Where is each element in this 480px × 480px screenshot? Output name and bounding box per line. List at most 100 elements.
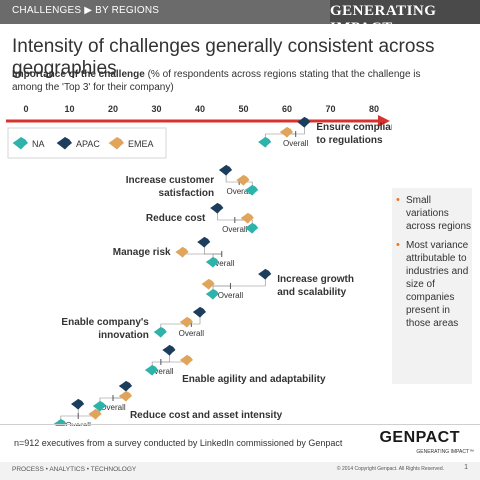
emea-region-icon	[175, 246, 189, 258]
emea-region-icon	[179, 316, 193, 328]
challenge-label: Enable company's innovation	[61, 317, 149, 341]
bullet-icon: •	[396, 239, 400, 251]
challenge-row: Overall Ensure compliance to regulations	[258, 116, 392, 148]
overall-label: Overall	[209, 259, 235, 268]
overall-label: Overall	[179, 329, 205, 338]
legend-box	[7, 127, 167, 159]
bullet-icon: •	[396, 194, 400, 206]
challenge-row: Overall Increase customer satisfaction	[126, 164, 259, 199]
challenge-row: Overall Increase growth and scalability	[201, 268, 354, 300]
genpact-logo: GENPACT	[379, 429, 460, 446]
challenge-label: Reduce cost	[146, 213, 206, 224]
challenge-label: Increase growth and scalability	[277, 274, 354, 298]
challenge-label: Manage risk	[113, 247, 171, 258]
challenge-label-line: Increase customer	[126, 175, 214, 186]
challenge-label: Ensure compliance to regulations	[316, 122, 392, 146]
emea-region-icon	[240, 212, 254, 224]
overall-label: Overall	[66, 421, 92, 426]
na-region-icon	[205, 288, 219, 300]
legend-label: APAC	[76, 139, 100, 149]
emea-region-icon	[201, 278, 215, 290]
x-tick-label: 40	[195, 104, 205, 114]
challenge-row: Overall Enable agility and adaptability	[144, 344, 326, 385]
overall-label: Overall	[100, 403, 126, 412]
x-axis-arrowhead	[378, 115, 390, 127]
chart-subtitle: Importance of the challenge (% of respon…	[12, 68, 432, 94]
apac-region-icon	[192, 306, 206, 318]
challenge-label-line: to regulations	[316, 135, 383, 146]
challenge-label-line: Enable company's	[61, 317, 149, 328]
na-region-icon	[245, 222, 259, 234]
page-number: 1	[464, 464, 468, 471]
overall-label: Overall	[283, 139, 309, 148]
emea-region-icon	[236, 174, 250, 186]
insight-item: • Small variations across regions	[392, 194, 472, 233]
challenge-row: Overall Reduce cost	[146, 202, 259, 234]
challenge-label: Reduce cost and asset intensity	[130, 410, 283, 421]
apac-region-icon	[258, 268, 272, 280]
na-region-icon	[245, 184, 259, 196]
challenge-row: Overall	[53, 398, 102, 426]
footer-bar	[0, 462, 480, 480]
insight-text: Small variations across regions	[406, 195, 472, 232]
apac-region-icon	[197, 236, 211, 248]
challenge-label-line: Reduce cost	[146, 213, 206, 224]
apac-region-icon	[71, 398, 85, 410]
insights-box: • Small variations across regions • Most v…	[392, 188, 472, 384]
overall-label: Overall	[222, 225, 248, 234]
x-tick-label: 80	[369, 104, 379, 114]
na-region-icon	[205, 256, 219, 268]
apac-region-icon	[210, 202, 224, 214]
na-region-icon	[92, 400, 106, 412]
subtitle-bold: Importance of the challenge	[12, 69, 145, 80]
challenge-label-line: Reduce cost and asset intensity	[130, 410, 283, 421]
challenge-row: Overall Enable company's innovation	[61, 306, 206, 341]
challenge-label: Increase customer satisfaction	[126, 175, 214, 199]
brand-banner: GENERATING IMPACT	[330, 0, 480, 36]
challenge-label-line: Increase growth	[277, 274, 354, 285]
x-tick-label: 0	[23, 104, 28, 114]
subtitle-rest: (% of respondents across regions stating…	[12, 69, 421, 93]
x-tick-label: 30	[151, 104, 161, 114]
legend-label: NA	[32, 139, 45, 149]
challenge-label-line: innovation	[98, 330, 149, 341]
legend-swatch-na-icon	[12, 137, 28, 150]
overall-label: Overall	[226, 187, 252, 196]
breadcrumb: CHALLENGES ▶ BY REGIONS	[12, 5, 160, 16]
apac-region-icon	[297, 116, 311, 128]
insight-text: Most variance attributable to industries…	[406, 240, 469, 329]
legend-swatch-apac-icon	[56, 137, 72, 150]
page-title: Intensity of challenges generally consis…	[12, 36, 435, 79]
connector-line	[230, 274, 266, 287]
connector-line	[182, 252, 222, 255]
legend-label: EMEA	[128, 139, 154, 149]
overall-label: Overall	[148, 367, 174, 376]
challenge-label-line: Ensure compliance	[316, 122, 392, 133]
challenges-chart: 0 10 20 30 40 50 60 70 80 NA APAC EMEA Overall Ensure…	[6, 104, 392, 426]
emea-region-icon	[279, 126, 293, 138]
x-tick-label: 50	[238, 104, 248, 114]
insight-item: • Most variance attributable to industrie…	[392, 239, 472, 330]
footer-divider	[0, 424, 480, 425]
emea-region-icon	[118, 390, 133, 402]
apac-region-icon	[118, 380, 133, 392]
overall-label: Overall	[218, 291, 244, 300]
apac-region-icon	[162, 344, 176, 356]
challenge-label-line: Enable agility and adaptability	[182, 374, 326, 385]
challenge-label-line: Manage risk	[113, 247, 171, 258]
na-region-icon	[258, 136, 272, 148]
emea-region-icon	[88, 408, 102, 420]
brand-text: GENERATING IMPACT	[330, 3, 437, 36]
copyright: © 2014 Copyright Genpact. All Rights Res…	[336, 466, 444, 472]
challenge-row: Overall Reduce cost and asset intensity	[92, 380, 283, 421]
logo-tagline: GENERATING IMPACT™	[416, 449, 474, 455]
x-tick-label: 20	[108, 104, 118, 114]
emea-region-icon	[179, 354, 193, 366]
footer-tagline: PROCESS • ANALYTICS • TECHNOLOGY	[12, 466, 137, 473]
x-tick-label: 60	[282, 104, 292, 114]
apac-region-icon	[218, 164, 233, 176]
na-region-icon	[153, 326, 167, 338]
challenge-label: Enable agility and adaptability	[182, 374, 326, 385]
legend-swatch-emea-icon	[108, 137, 124, 150]
survey-note: n=912 executives from a survey conducted…	[14, 438, 343, 448]
